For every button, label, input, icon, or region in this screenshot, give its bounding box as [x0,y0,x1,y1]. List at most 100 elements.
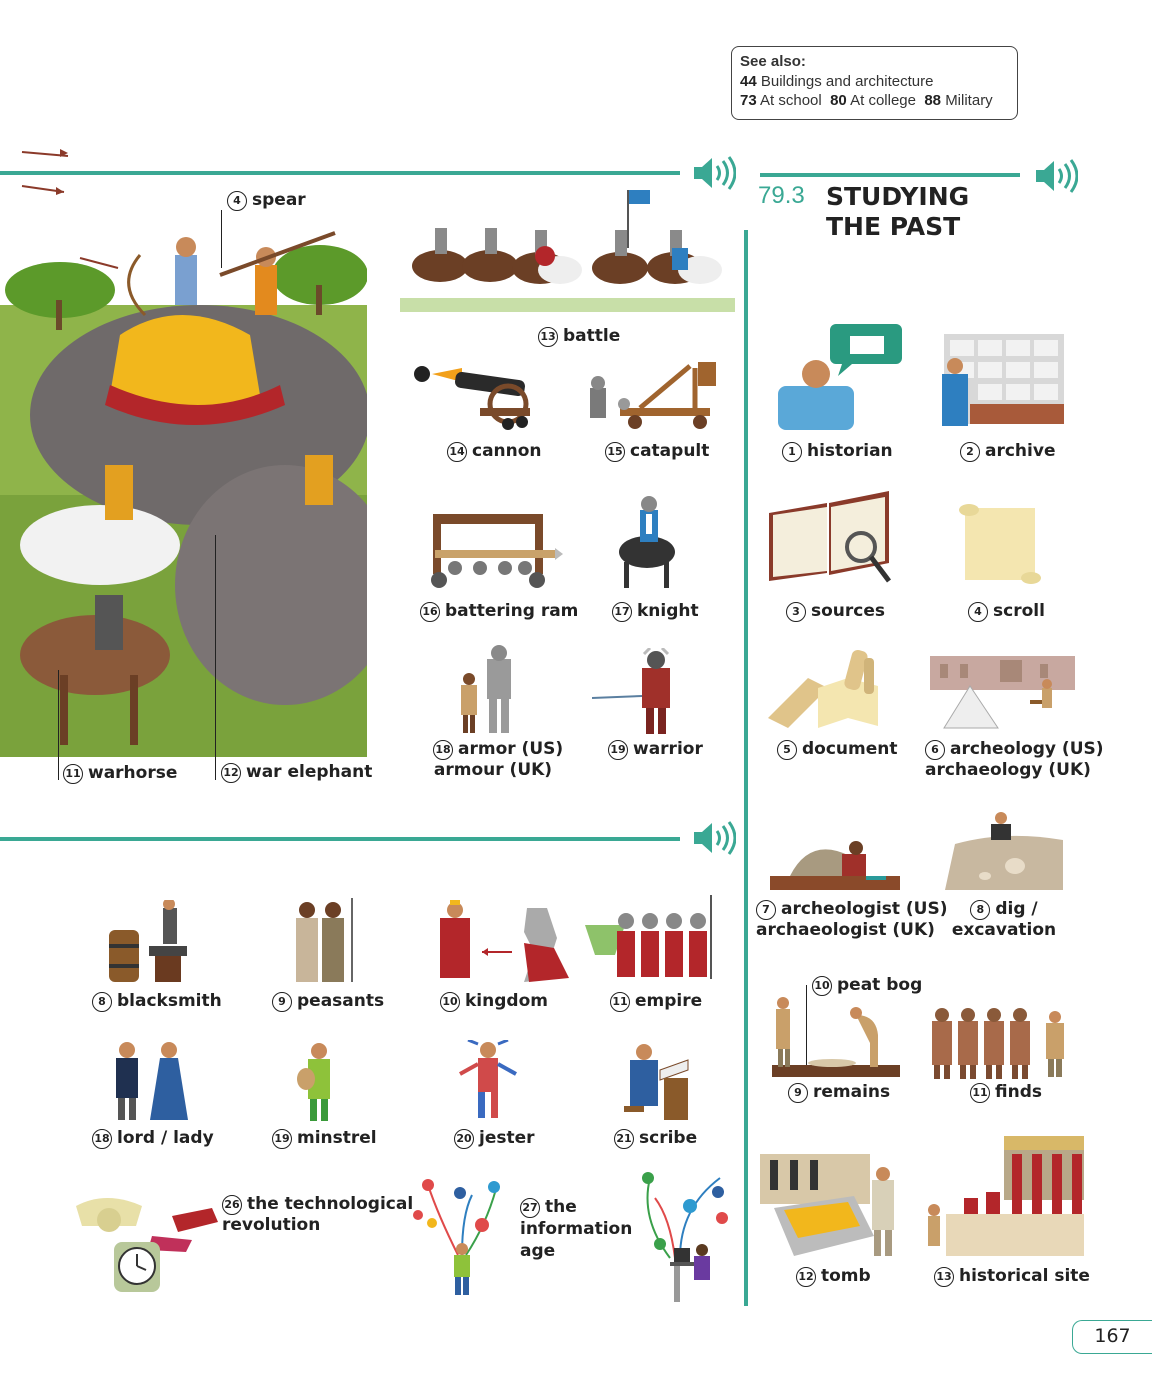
see-also-ref-num: 73 [740,92,757,109]
label-text: historical site [959,1266,1090,1286]
label-number: 18 [92,1129,112,1149]
label-warhorse: 11 warhorse [63,763,177,784]
see-also-ref-num: 80 [830,92,847,109]
label-historian: 1 historian [782,441,893,462]
label-number: 16 [420,602,440,622]
speaker-icon[interactable] [1034,158,1078,194]
leader-line [221,210,222,268]
see-also-ref-num: 44 [740,72,757,90]
leader-line [58,670,59,780]
label-number: 14 [447,442,467,462]
document-illustration [768,649,878,728]
section-title-line: THE PAST [826,212,961,241]
label-number: 27 [520,1198,540,1218]
label-text: battering ram [445,601,579,621]
section-title-line: STUDYING [826,182,970,211]
label-text: dig / [995,899,1038,919]
label-text: war elephant [246,762,373,782]
label-empire: 11 empire [610,991,702,1012]
label-scroll: 4 scroll [968,601,1045,622]
label-scribe: 21 scribe [614,1128,697,1149]
label-text: peat bog [837,975,923,995]
blacksmith-illustration [109,900,187,982]
label-number: 6 [925,740,945,760]
label-battle: 13 battle [538,326,620,347]
label-text: blacksmith [117,991,222,1011]
speaker-icon[interactable] [692,155,736,191]
label-text: peasants [297,991,385,1011]
label-sources: 3 sources [786,601,885,622]
label-number: 21 [614,1129,634,1149]
cannon-illustration [414,366,530,430]
label-number: 9 [272,992,292,1012]
label-number: 5 [777,740,797,760]
label-text: kingdom [465,991,548,1011]
label-text: jester [479,1128,535,1148]
label-number: 9 [788,1083,808,1103]
label-information-age: 27 the information age [520,1196,632,1262]
knight-illustration [619,496,675,588]
label-number: 12 [796,1267,816,1287]
label-number: 20 [454,1129,474,1149]
label-blacksmith: 8 blacksmith [92,991,222,1012]
leader-line [215,535,216,780]
label-text: scribe [639,1128,698,1148]
armor-illustration [461,645,511,733]
label-text: scroll [993,601,1045,621]
technological-revolution-illustration [76,1198,218,1292]
archive-illustration [942,334,1064,426]
label-text-2: excavation [951,920,1057,940]
label-text: armor (US) [458,739,564,759]
archeology-illustration [930,656,1075,729]
warrior-illustration [592,648,670,734]
label-text-2: armour (UK) [433,760,553,780]
label-number: 3 [786,602,806,622]
tomb-illustration [760,1154,894,1256]
label-jester: 20 jester [454,1128,535,1149]
label-text: finds [995,1082,1042,1102]
see-also-link[interactable]: At school [760,92,822,109]
see-also-link[interactable]: At college [850,92,916,109]
label-historical-site: 13 historical site [934,1266,1090,1287]
speaker-icon[interactable] [692,820,736,856]
section-rule [0,837,680,841]
label-number: 4 [227,191,247,211]
label-finds: 11 finds [970,1082,1042,1103]
label-text: catapult [630,441,710,461]
empire-illustration [585,895,712,979]
see-also-link[interactable]: Military [945,92,993,109]
catapult-illustration [590,362,716,429]
label-number: 19 [608,740,628,760]
information-age-desk-illustration [642,1172,728,1302]
label-spear: 4 spear [227,190,306,211]
label-number: 11 [63,764,83,784]
label-war-elephant: 12 war elephant [221,762,372,783]
peasants-illustration [296,898,353,982]
label-text-2: revolution [222,1215,321,1235]
label-number: 1 [782,442,802,462]
see-also-link[interactable]: Buildings and architecture [760,72,934,90]
label-text: the [545,1197,577,1217]
label-warrior: 19 warrior [608,739,703,760]
label-text: cannon [472,441,542,461]
label-text: empire [635,991,703,1011]
battle-scene-illustration [0,231,367,757]
label-number: 10 [440,992,460,1012]
label-peat-bog: 10 peat bog [812,975,922,996]
battle-illustration [400,190,735,312]
see-also-ref-num: 88 [924,92,942,109]
see-also-line-1: 44 Buildings and architecture [740,72,1009,92]
archeologist-illustration [770,841,900,890]
label-minstrel: 19 minstrel [272,1128,377,1149]
label-text: archeologist (US) [781,899,948,919]
label-battering-ram: 16 battering ram [420,601,578,622]
label-peasants: 9 peasants [272,991,384,1012]
label-catapult: 15 catapult [605,441,709,462]
sources-illustration [769,491,891,583]
label-number: 8 [92,992,112,1012]
label-lord-lady: 18 lord / lady [92,1128,214,1149]
historian-illustration [778,324,902,430]
label-text-2: archaeologist (UK) [756,920,935,940]
arrows-illustration [21,149,119,269]
label-text: the technological [247,1194,414,1214]
